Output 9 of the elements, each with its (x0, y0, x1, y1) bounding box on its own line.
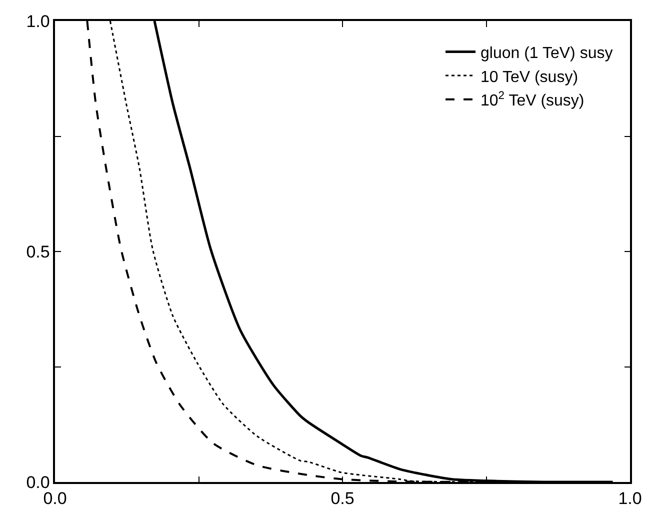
x-tick-label: 1.0 (618, 489, 642, 508)
legend-label: gluon (1 TeV) susy (480, 44, 613, 62)
legend-label: 10$^{2}$ TeV (susy) (480, 90, 584, 110)
y-tick-label: 0.5 (26, 242, 50, 262)
y-tick-label: 1.0 (26, 12, 50, 31)
x-tick-label: 0.5 (330, 489, 354, 508)
y-tick-label: 0.0 (26, 472, 50, 492)
x-tick-label: 0.0 (43, 489, 67, 508)
legend-label: 10 TeV (susy) (480, 68, 578, 86)
